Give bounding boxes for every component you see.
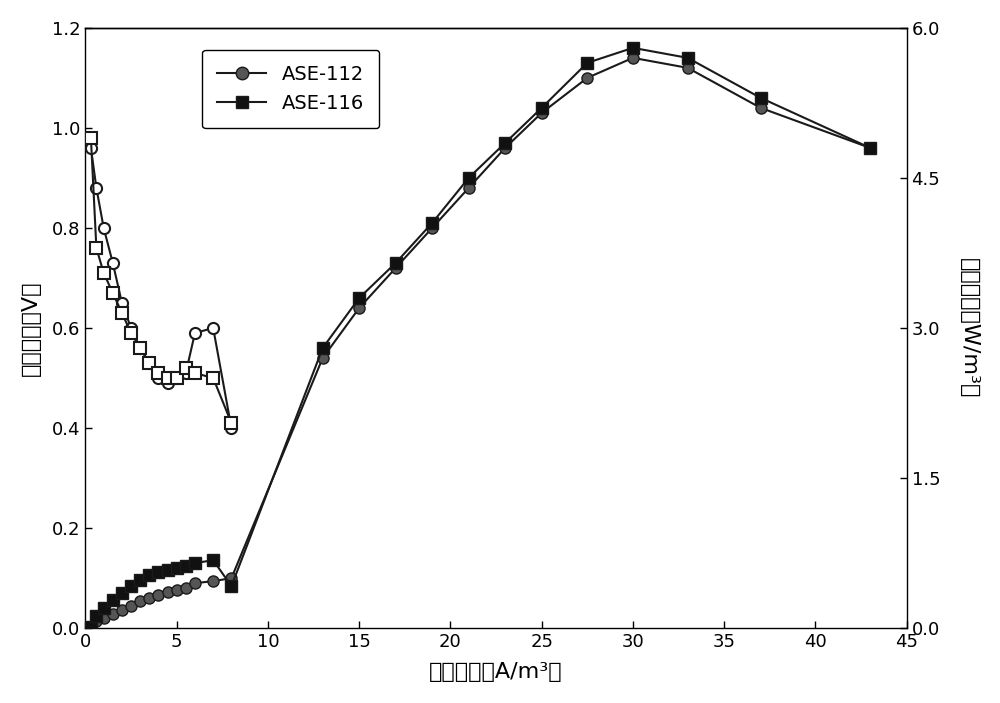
Legend: ASE-112, ASE-116: ASE-112, ASE-116 bbox=[202, 50, 379, 129]
Y-axis label: 功率密度（W/m³）: 功率密度（W/m³） bbox=[959, 258, 979, 398]
Y-axis label: 输出电压（V）: 输出电压（V） bbox=[21, 280, 41, 376]
X-axis label: 电流密度（A/m³）: 电流密度（A/m³） bbox=[429, 662, 563, 682]
